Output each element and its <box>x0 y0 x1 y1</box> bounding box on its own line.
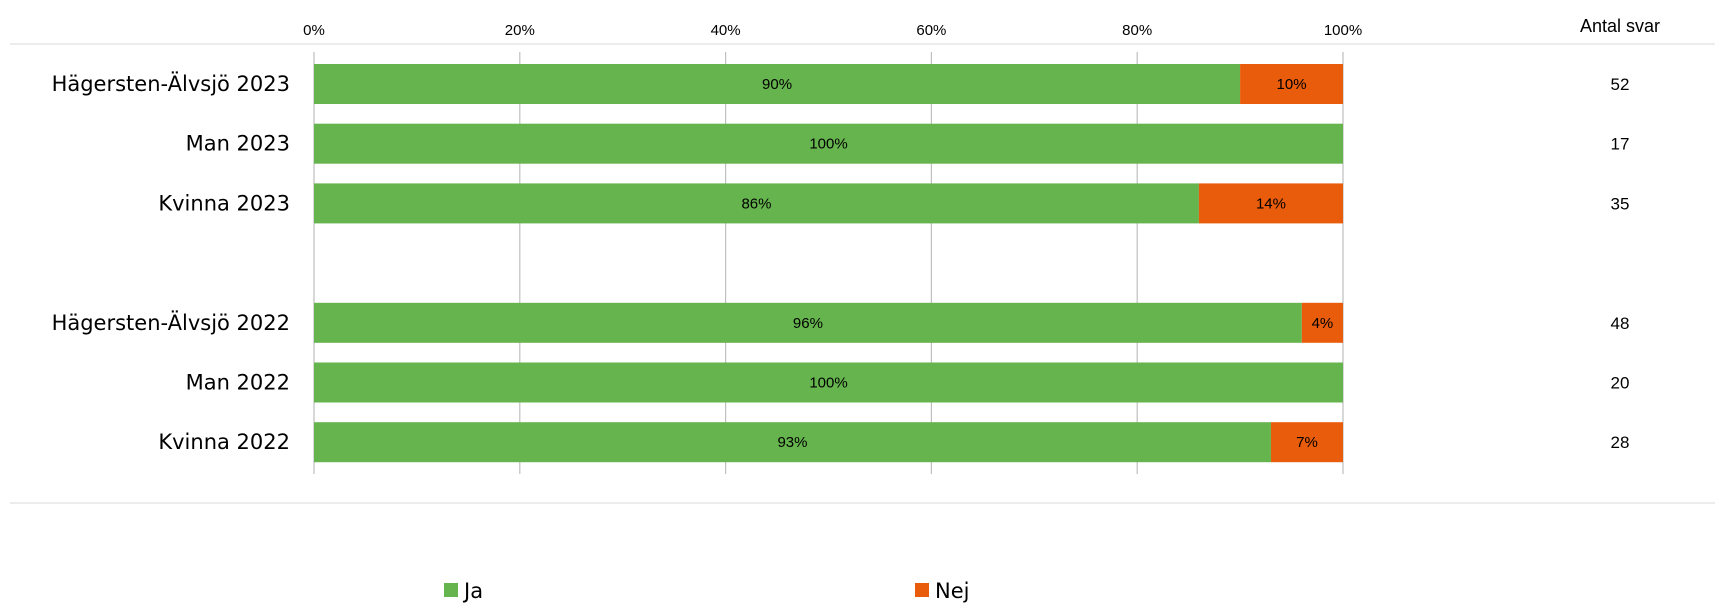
bar-segment-nej <box>1198 183 1343 224</box>
x-tick-label: 100% <box>1324 22 1362 39</box>
data-label: 100% <box>809 136 847 153</box>
label-layer: 0% 20% 40% 60% 80% 100% Antal svar Hägersten-Äl… <box>52 16 1660 454</box>
bar-segment-ja <box>314 183 1199 224</box>
bar-segment-ja <box>314 64 1241 104</box>
data-label: 86% <box>741 195 771 212</box>
bar-segment-nej <box>1301 302 1343 343</box>
data-label: 93% <box>777 434 807 451</box>
bar-layer <box>314 64 1343 463</box>
bar-segment-ja <box>314 302 1302 343</box>
category-label: Man 2023 <box>186 132 290 156</box>
data-label: 7% <box>1296 434 1318 451</box>
bar-segment-nej <box>1270 422 1343 463</box>
count-value: 52 <box>1611 75 1630 94</box>
x-tick-label: 60% <box>916 22 946 39</box>
count-value: 28 <box>1611 433 1630 452</box>
x-tick-label: 20% <box>505 22 535 39</box>
category-label: Kvinna 2022 <box>158 430 290 454</box>
legend: Ja Nej <box>444 579 969 603</box>
category-label: Man 2022 <box>186 371 290 395</box>
legend-label: Ja <box>462 579 483 603</box>
category-label: Hägersten-Älvsjö 2022 <box>52 310 290 335</box>
bar-segment-ja <box>314 422 1271 463</box>
legend-swatch-ja <box>444 583 458 597</box>
category-label: Kvinna 2023 <box>158 191 290 215</box>
count-value: 35 <box>1611 194 1630 213</box>
x-tick-label: 40% <box>711 22 741 39</box>
legend-label: Nej <box>935 579 969 603</box>
bar-segment-ja <box>314 362 1343 403</box>
x-tick-label: 80% <box>1122 22 1152 39</box>
bar-segment-nej <box>1240 64 1343 104</box>
x-tick-label: 0% <box>303 22 325 39</box>
data-label: 100% <box>809 375 847 392</box>
count-value: 20 <box>1611 374 1630 393</box>
data-label: 10% <box>1277 76 1307 93</box>
legend-swatch-nej <box>915 583 929 597</box>
data-label: 14% <box>1256 195 1286 212</box>
data-label: 96% <box>793 315 823 332</box>
count-column-header: Antal svar <box>1580 16 1660 36</box>
count-value: 48 <box>1611 314 1630 333</box>
grid-layer <box>10 43 1715 504</box>
category-label: Hägersten-Älvsjö 2023 <box>52 71 290 96</box>
count-value: 17 <box>1611 135 1630 154</box>
data-label: 4% <box>1312 315 1334 332</box>
bar-segment-ja <box>314 123 1343 164</box>
data-label: 90% <box>762 76 792 93</box>
